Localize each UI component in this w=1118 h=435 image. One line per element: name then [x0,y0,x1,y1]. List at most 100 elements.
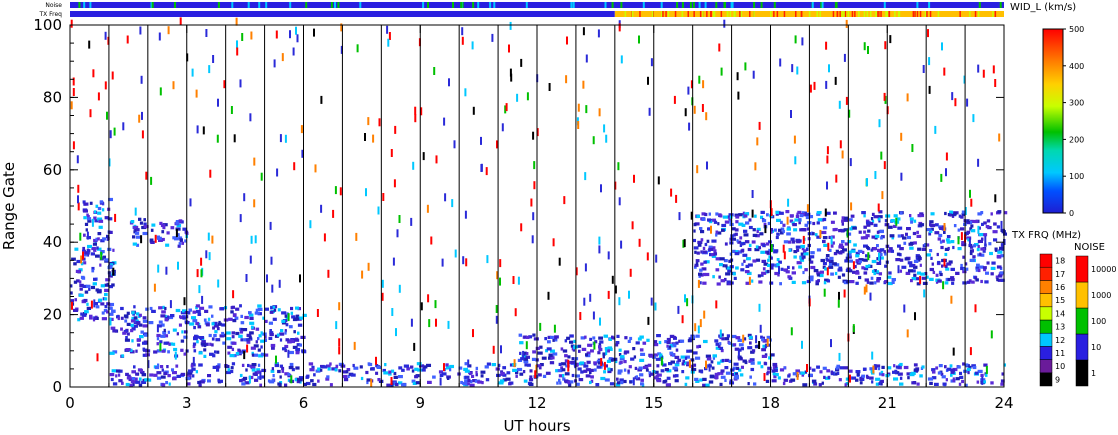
scatter-cell [209,342,212,346]
scatter-cell [279,332,285,336]
scatter-cell [102,237,107,241]
scatter-cell [913,273,917,277]
scatter-cell [766,269,770,274]
noise-speckle [138,114,141,123]
noise-speckle [372,134,375,143]
scatter-cell [978,265,984,269]
scatter-cell [550,349,555,353]
scatter-cell [938,233,943,238]
scatter-cell [696,345,699,349]
scatter-cell [821,381,824,385]
scatter-cell [569,340,574,344]
scatter-cell [585,374,591,378]
scatter-cell [198,351,203,355]
scatter-cell [97,211,102,215]
noise-speckle [514,308,517,317]
scatter-cell [999,271,1005,275]
scatter-cell [135,380,141,384]
scatter-cell [848,255,852,259]
scatter-cell [140,330,144,334]
noise-speckle [748,276,751,285]
scatter-cell [109,351,115,355]
scatter-cell [101,208,105,212]
noise-speckle [950,295,953,304]
scatter-cell [1003,363,1007,367]
scatter-cell [132,327,136,331]
scatter-cell [638,366,643,370]
y-tick-label: 80 [43,88,62,106]
txfreq-strip-tick [832,11,835,17]
scatter-cell [741,223,746,227]
scatter-cell [312,382,317,387]
scatter-cell [792,372,798,376]
scatter-cell [795,245,801,249]
scatter-cell [662,363,667,367]
scatter-cell [787,265,790,269]
scatter-cell [983,268,987,272]
txfreq-strip-tick [863,11,866,17]
noise-speckle [867,46,869,54]
scatter-cell [91,269,95,273]
scatter-cell [201,380,205,384]
scatter-cell [990,212,993,216]
noise-speckle [232,290,235,299]
txfreq-strip-tick [699,11,702,17]
noise-speckle [806,204,809,213]
scatter-cell [464,369,470,373]
scatter-cell [991,261,996,265]
noise-speckle [794,35,797,44]
scatter-cell [695,379,700,383]
txfreq-strip-tick [880,11,882,17]
scatter-cell [284,372,289,376]
scatter-cell [616,381,621,385]
scatter-cell [96,246,99,250]
scatter-cell [881,373,885,377]
scatter-cell [848,369,853,373]
scatter-cell [94,219,99,223]
scatter-cell [88,287,91,291]
noise-speckle [387,38,390,47]
noise-speckle [736,72,739,81]
scatter-cell [970,229,976,233]
scatter-cell [804,370,808,374]
scatter-cell [208,333,212,338]
scatter-cell [248,311,252,315]
scatter-cell [519,341,524,345]
scatter-cell [747,382,750,386]
scatter-cell [961,241,966,245]
scatter-cell [377,378,381,382]
scatter-cell [871,235,876,239]
scatter-cell [702,250,707,254]
scatter-cell [584,335,587,339]
scatter-cell [850,214,855,218]
scatter-cell [239,350,244,354]
scatter-cell [274,363,280,368]
scatter-cell [913,259,919,263]
scatter-cell [828,235,831,239]
scatter-cell [760,210,765,214]
scatter-cell [869,367,875,371]
scatter-cell [768,240,772,244]
noise-speckle [806,364,808,372]
scatter-cell [270,343,276,348]
scatter-cell [910,279,913,283]
scatter-cell [97,232,102,236]
scatter-cell [142,316,147,320]
scatter-cell [689,349,693,353]
scatter-cell [250,366,256,370]
noise-speckle [599,317,601,326]
scatter-cell [896,252,901,256]
scatter-cell [1000,254,1004,258]
scatter-cell [619,378,624,382]
scatter-cell [766,250,770,254]
scatter-cell [855,281,859,285]
noise-speckle [977,225,980,234]
scatter-cell [744,270,750,274]
scatter-cell [394,382,399,387]
noise-speckle [216,134,219,143]
scatter-cell [589,370,592,374]
scatter-cell [899,258,904,262]
txfreq-strip-tick [888,11,891,17]
scatter-cell [137,343,141,347]
scatter-cell [949,210,954,214]
